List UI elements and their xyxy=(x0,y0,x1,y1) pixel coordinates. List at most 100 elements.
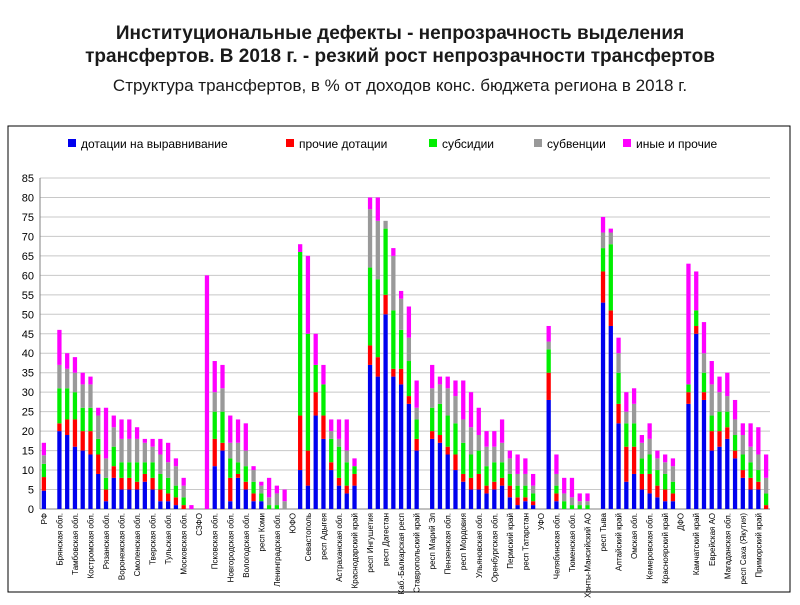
bar-segment xyxy=(103,489,109,502)
bar-segment xyxy=(701,392,707,400)
bar-segment xyxy=(748,462,753,478)
bar-segment xyxy=(321,415,326,439)
bar-segment xyxy=(134,481,140,490)
y-axis: 0 5 10 15 20 25 30 35 40 45 50 55 60 65 70 75 80 85 xyxy=(22,173,34,516)
bar-segment xyxy=(41,477,47,491)
bar-segment xyxy=(127,438,132,463)
bar-segment xyxy=(663,489,668,502)
bar-segment xyxy=(694,333,699,509)
bar-segment xyxy=(585,501,590,506)
bar-segment xyxy=(756,470,761,482)
bar-segment xyxy=(437,442,443,509)
y-tick-label: 70 xyxy=(22,231,34,243)
bar-segment xyxy=(608,232,613,245)
bar-segment xyxy=(41,442,47,456)
bar-segment xyxy=(321,438,326,509)
bar-segment xyxy=(476,473,481,490)
bar-segment xyxy=(274,493,279,506)
bar-segment xyxy=(259,485,264,494)
x-tick-label: респ Мордовия xyxy=(459,513,468,570)
bar-segment xyxy=(80,431,85,451)
bar-segment xyxy=(701,399,707,509)
bar-segment xyxy=(639,489,644,509)
bar-segment xyxy=(763,493,769,506)
bar-segment xyxy=(65,368,70,389)
bar-segment xyxy=(398,290,404,299)
x-tick-label: ЮФО xyxy=(288,513,297,533)
bar-segment xyxy=(430,364,435,389)
bar-segment xyxy=(158,501,163,509)
bar-segment xyxy=(119,419,124,439)
bar-segment xyxy=(72,357,78,373)
bar-segment xyxy=(655,497,660,509)
y-tick-label: 0 xyxy=(28,504,34,516)
bar-segment xyxy=(266,477,272,498)
bar-segment xyxy=(523,485,528,498)
bar-segment xyxy=(639,435,644,443)
x-tick-label: Красноярский край xyxy=(661,513,670,584)
bar-segment xyxy=(336,446,342,478)
bar-segment xyxy=(492,489,497,509)
bar-segment xyxy=(41,490,47,509)
bar-segment xyxy=(756,454,761,471)
bar-segment xyxy=(243,489,248,509)
bar-segment xyxy=(127,419,132,439)
bar-segment xyxy=(72,419,78,447)
bar-segment xyxy=(251,466,256,471)
bar-segment xyxy=(546,349,551,373)
bar-segment xyxy=(437,435,443,443)
bar-segment xyxy=(453,454,458,471)
bar-segment xyxy=(499,485,505,509)
x-tick-label: Каб.-Балкарская респ xyxy=(397,513,406,594)
bar-segment xyxy=(756,489,761,509)
bar-segment xyxy=(562,493,567,502)
bar-segment xyxy=(166,501,171,509)
bar-segment xyxy=(484,431,489,447)
bar-segment xyxy=(375,197,380,221)
bar-segment xyxy=(266,505,272,509)
bar-segment xyxy=(631,446,637,474)
bar-segment xyxy=(663,454,668,463)
bar-segment xyxy=(173,458,179,467)
bar-segment xyxy=(717,392,722,412)
bar-segment xyxy=(313,364,318,393)
bar-segment xyxy=(367,197,373,210)
bar-segment xyxy=(577,505,582,509)
bar-segment xyxy=(344,419,349,451)
bar-segment xyxy=(492,462,497,482)
legend-swatch xyxy=(534,139,542,147)
bar-segment xyxy=(461,380,466,420)
y-tick-label: 5 xyxy=(28,485,34,497)
bar-segment xyxy=(445,454,450,509)
bar-segment xyxy=(259,481,264,486)
bar-segment xyxy=(298,251,303,416)
bar-segment xyxy=(406,403,412,509)
bar-segment xyxy=(523,473,528,486)
bar-segment xyxy=(313,333,318,365)
bar-segment xyxy=(88,454,93,509)
bar-segment xyxy=(414,450,419,509)
bar-segment xyxy=(282,501,287,509)
bar-segment xyxy=(608,244,613,311)
bar-segment xyxy=(647,423,652,439)
bar-segment xyxy=(492,446,497,463)
bar-segment xyxy=(531,473,536,486)
legend-label: дотации на выравнивание xyxy=(81,137,228,151)
bar-segment xyxy=(96,473,101,509)
bar-segment xyxy=(181,477,186,486)
x-tick-label: Тульская обл. xyxy=(164,513,173,564)
x-tick-label: Рязанская обл. xyxy=(102,513,111,569)
bar-segment xyxy=(461,419,466,443)
x-tick-label: респ Татарстан xyxy=(521,513,530,570)
bar-segment xyxy=(65,435,70,509)
bar-segment xyxy=(142,481,147,509)
bar-segment xyxy=(600,216,606,233)
bar-segment xyxy=(336,485,342,509)
bar-segment xyxy=(375,376,380,509)
bar-segment xyxy=(694,325,699,334)
x-tick-label: респ Адыгея xyxy=(319,513,328,560)
bar-segment xyxy=(670,501,676,509)
bar-segment xyxy=(352,458,357,467)
chart-title: Институциональные дефекты - непрозрачнос… xyxy=(0,22,800,68)
x-tick-label: Ставропольский край xyxy=(413,513,422,593)
